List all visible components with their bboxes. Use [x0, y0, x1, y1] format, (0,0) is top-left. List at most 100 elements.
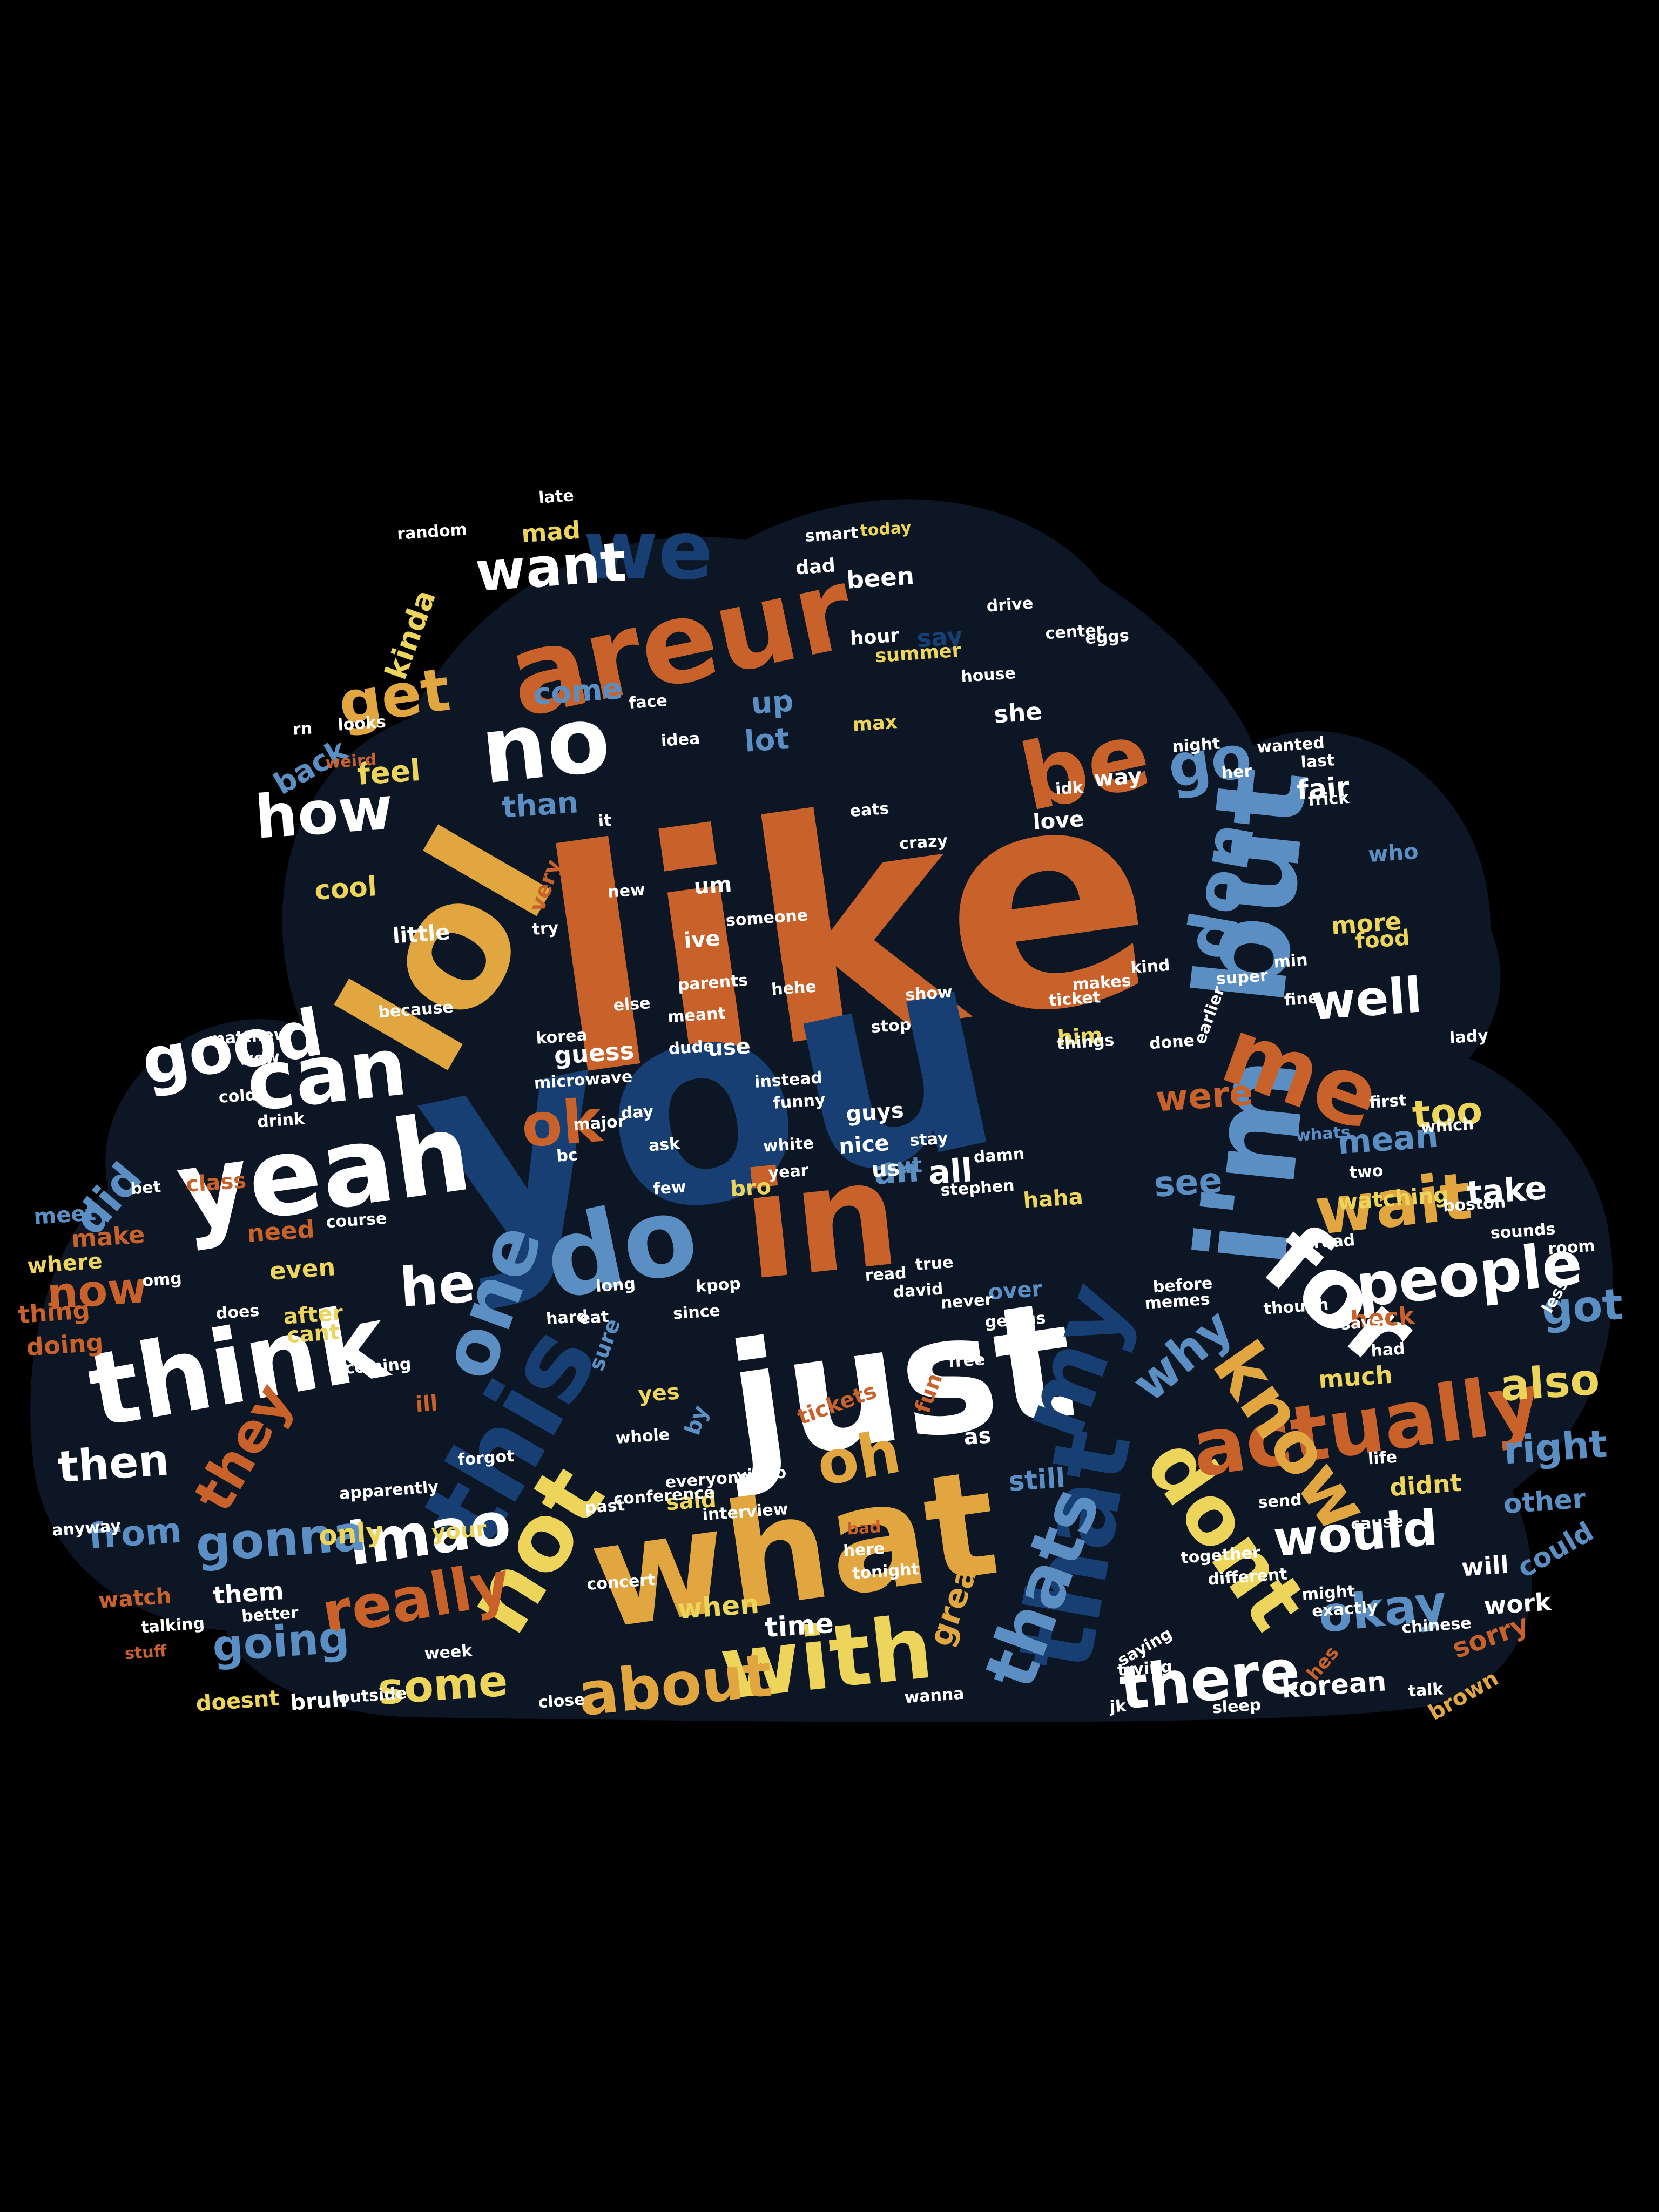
- cloud-word: white: [763, 1134, 814, 1156]
- cloud-word: lady: [1449, 1026, 1489, 1048]
- cloud-word: show: [905, 982, 953, 1004]
- cloud-word: wait: [1311, 1159, 1475, 1250]
- cloud-word: lot: [743, 721, 790, 759]
- cloud-word: had: [1370, 1339, 1405, 1360]
- cloud-word: free: [948, 1350, 986, 1372]
- cloud-word: read: [864, 1264, 907, 1285]
- cloud-word: with: [716, 1596, 937, 1719]
- cloud-word: week: [424, 1641, 474, 1663]
- cloud-word: today: [859, 518, 912, 541]
- cloud-word: center: [1044, 621, 1104, 644]
- cloud-word: time: [764, 1608, 835, 1644]
- cloud-word: he: [398, 1251, 477, 1319]
- cloud-word: drink: [257, 1109, 306, 1131]
- cloud-word: hehe: [771, 977, 817, 1000]
- cloud-word: korea: [535, 1026, 588, 1048]
- cloud-word: no: [476, 685, 615, 805]
- cloud-word: would: [1272, 1500, 1440, 1568]
- cloud-word: day: [621, 1102, 655, 1123]
- cloud-word: bad: [846, 1518, 881, 1539]
- cloud-word: him: [1057, 1023, 1104, 1051]
- cloud-word: kind: [1130, 956, 1170, 977]
- cloud-word: class: [185, 1168, 247, 1197]
- cloud-word: video: [736, 1463, 787, 1485]
- cloud-word: might: [1301, 1582, 1356, 1604]
- cloud-word: fine: [1284, 988, 1319, 1009]
- cloud-word: smart: [805, 523, 859, 546]
- cloud-word: an: [873, 1151, 920, 1192]
- cloud-word: even: [268, 1252, 336, 1285]
- cloud-word: cant: [286, 1320, 340, 1348]
- cloud-word: super: [1216, 966, 1269, 989]
- cloud-word: could: [1512, 1516, 1599, 1584]
- cloud-word: bc: [556, 1145, 578, 1166]
- cloud-word: cause: [1350, 1512, 1404, 1534]
- cloud-word: her: [1221, 762, 1253, 783]
- cloud-word: though: [1263, 1295, 1330, 1318]
- cloud-word: eggs: [1084, 626, 1129, 649]
- cloud-word: it: [597, 811, 612, 831]
- cloud-word: sleep: [1212, 1695, 1262, 1717]
- cloud-word: ive: [683, 926, 721, 954]
- cloud-word: more: [1330, 907, 1402, 940]
- cloud-word: crazy: [899, 831, 949, 853]
- cloud-word: long: [595, 1274, 636, 1296]
- cloud-word: dude: [668, 1037, 715, 1059]
- cloud-word: last: [1300, 751, 1335, 772]
- cloud-word: looks: [337, 712, 387, 734]
- cloud-word: too: [1411, 1088, 1483, 1137]
- cloud-word: also: [1499, 1354, 1601, 1411]
- cloud-shape: [30, 499, 1613, 1722]
- cloud-word: things: [1056, 1031, 1115, 1054]
- cloud-word: since: [672, 1301, 721, 1323]
- cloud-word: some: [376, 1655, 509, 1715]
- cloud-word: all: [927, 1151, 974, 1192]
- cloud-word: max: [852, 711, 898, 736]
- cloud-word: watch: [98, 1583, 172, 1613]
- cloud-word: see: [1152, 1160, 1224, 1205]
- cloud-word: new: [607, 880, 646, 902]
- cloud-word: house: [960, 664, 1016, 686]
- cloud-word: she: [993, 697, 1043, 729]
- cloud-word: weird: [325, 750, 377, 773]
- cloud-word: done: [1149, 1031, 1195, 1054]
- cloud-word: who: [1367, 839, 1419, 867]
- cloud-word: talk: [1407, 1680, 1444, 1701]
- cloud-word: out: [881, 1152, 923, 1180]
- cloud-word: try: [531, 919, 559, 939]
- cloud-word: use: [707, 1034, 751, 1061]
- cloud-word: min: [1273, 950, 1308, 972]
- cloud-word: stay: [909, 1129, 949, 1150]
- cloud-word: say: [916, 622, 964, 653]
- cloud-word: few: [652, 1177, 686, 1198]
- cloud-word: stuff: [124, 1642, 168, 1663]
- cloud-word: will: [1460, 1550, 1509, 1582]
- cloud-word: bruh: [289, 1687, 348, 1715]
- cloud-word: mad: [521, 516, 582, 549]
- cloud-word: late: [538, 486, 575, 507]
- cloud-word: random: [396, 520, 468, 544]
- cloud-word: major: [572, 1112, 626, 1135]
- cloud-word: from: [87, 1510, 183, 1557]
- cloud-word: well: [1309, 967, 1424, 1031]
- cloud-word: eat: [578, 1307, 609, 1328]
- cloud-word: first: [1368, 1091, 1407, 1112]
- cloud-word: cool: [313, 871, 377, 906]
- cloud-word: where: [26, 1249, 103, 1279]
- cloud-word: night: [1171, 734, 1220, 756]
- cloud-word: heck: [1350, 1301, 1417, 1334]
- cloud-word: guys: [845, 1098, 905, 1127]
- cloud-word: we: [583, 504, 713, 598]
- cloud-word: whats: [1295, 1123, 1351, 1145]
- cloud-word: only: [318, 1516, 384, 1552]
- cloud-word: in: [736, 1128, 906, 1313]
- cloud-word: after: [282, 1300, 344, 1330]
- cloud-word: need: [246, 1215, 316, 1248]
- cloud-word: doesnt: [195, 1686, 280, 1717]
- cloud-word: rn: [292, 719, 313, 739]
- cloud-word: how: [253, 773, 395, 852]
- cloud-word: yes: [637, 1379, 680, 1407]
- cloud-word: when: [677, 1588, 760, 1625]
- cloud-word: bro: [730, 1174, 772, 1202]
